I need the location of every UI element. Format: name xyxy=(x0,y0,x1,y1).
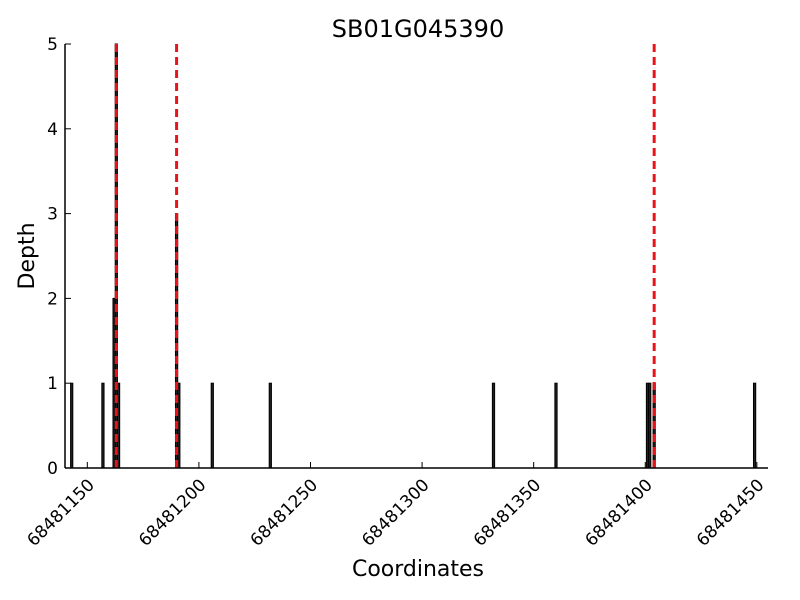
depth-bar-7 xyxy=(210,382,214,469)
y-tick-label-2: 2 xyxy=(47,289,58,309)
axes-layer xyxy=(64,44,768,469)
x-tick-label-3: 68481300 xyxy=(358,475,433,550)
chart-title: SB01G045390 xyxy=(332,15,504,43)
y-tick-label-1: 1 xyxy=(47,374,58,394)
x-tick-label-0: 68481150 xyxy=(24,475,99,550)
depth-bar-0 xyxy=(70,382,74,469)
x-tick-label-6: 68481450 xyxy=(693,475,768,550)
x-ticks-layer: 68481150 68481200 68481250 68481300 68481350… xyxy=(24,462,768,551)
y-axis-title: Depth xyxy=(15,222,40,289)
x-tick-label-5: 68481400 xyxy=(581,475,656,550)
x-tick-label-2: 68481250 xyxy=(247,475,322,550)
depth-bar-8 xyxy=(268,382,272,469)
y-tick-label-0: 0 xyxy=(47,459,58,479)
y-tick-label-5: 5 xyxy=(47,35,58,55)
depth-bar-10 xyxy=(554,382,558,469)
depth-bar-1 xyxy=(101,382,105,469)
x-tick-label-1: 68481200 xyxy=(135,475,210,550)
y-ticks-layer: 0 1 2 3 4 5 xyxy=(47,35,71,479)
y-tick-label-3: 3 xyxy=(47,205,58,225)
reference-lines-layer xyxy=(114,44,656,468)
x-tick-label-4: 68481350 xyxy=(470,475,545,550)
y-tick-label-4: 4 xyxy=(47,120,58,140)
depth-bar-9 xyxy=(491,382,496,469)
depth-bar-14 xyxy=(752,382,757,469)
x-axis-title: Coordinates xyxy=(352,557,484,582)
depth-bar-12 xyxy=(648,382,652,469)
